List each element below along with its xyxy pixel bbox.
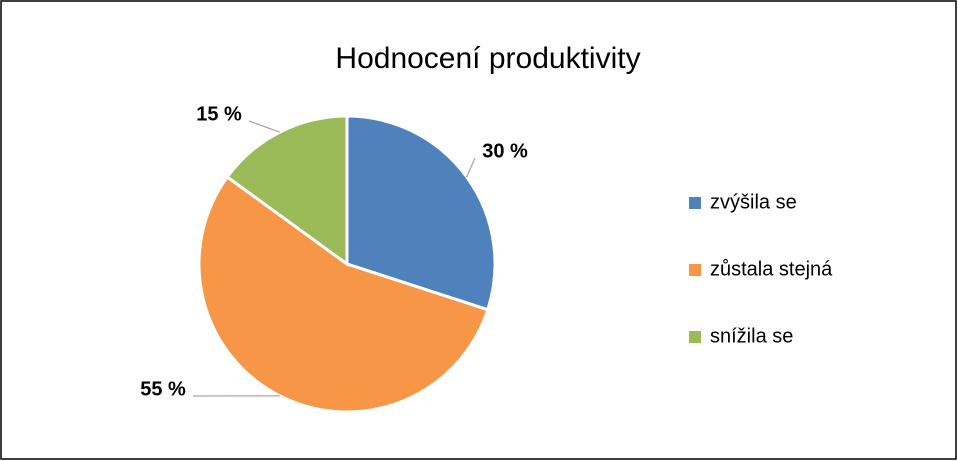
- data-label: 55 %: [140, 378, 186, 400]
- pie-slice: [345, 114, 497, 312]
- legend-label: zvýšila se: [710, 191, 797, 213]
- pie-slice: [197, 174, 490, 414]
- chart-title: Hodnocení produktivity: [335, 42, 640, 75]
- leader-line: [466, 157, 476, 178]
- data-label: 15 %: [196, 103, 242, 125]
- legend-label: snížila se: [710, 325, 793, 347]
- leader-line: [248, 120, 281, 133]
- data-label: 30 %: [482, 140, 528, 162]
- legend-swatch: [689, 197, 701, 209]
- legend-label: zůstala stejná: [710, 258, 833, 280]
- legend-swatch: [689, 331, 701, 343]
- legend-swatch: [689, 264, 701, 276]
